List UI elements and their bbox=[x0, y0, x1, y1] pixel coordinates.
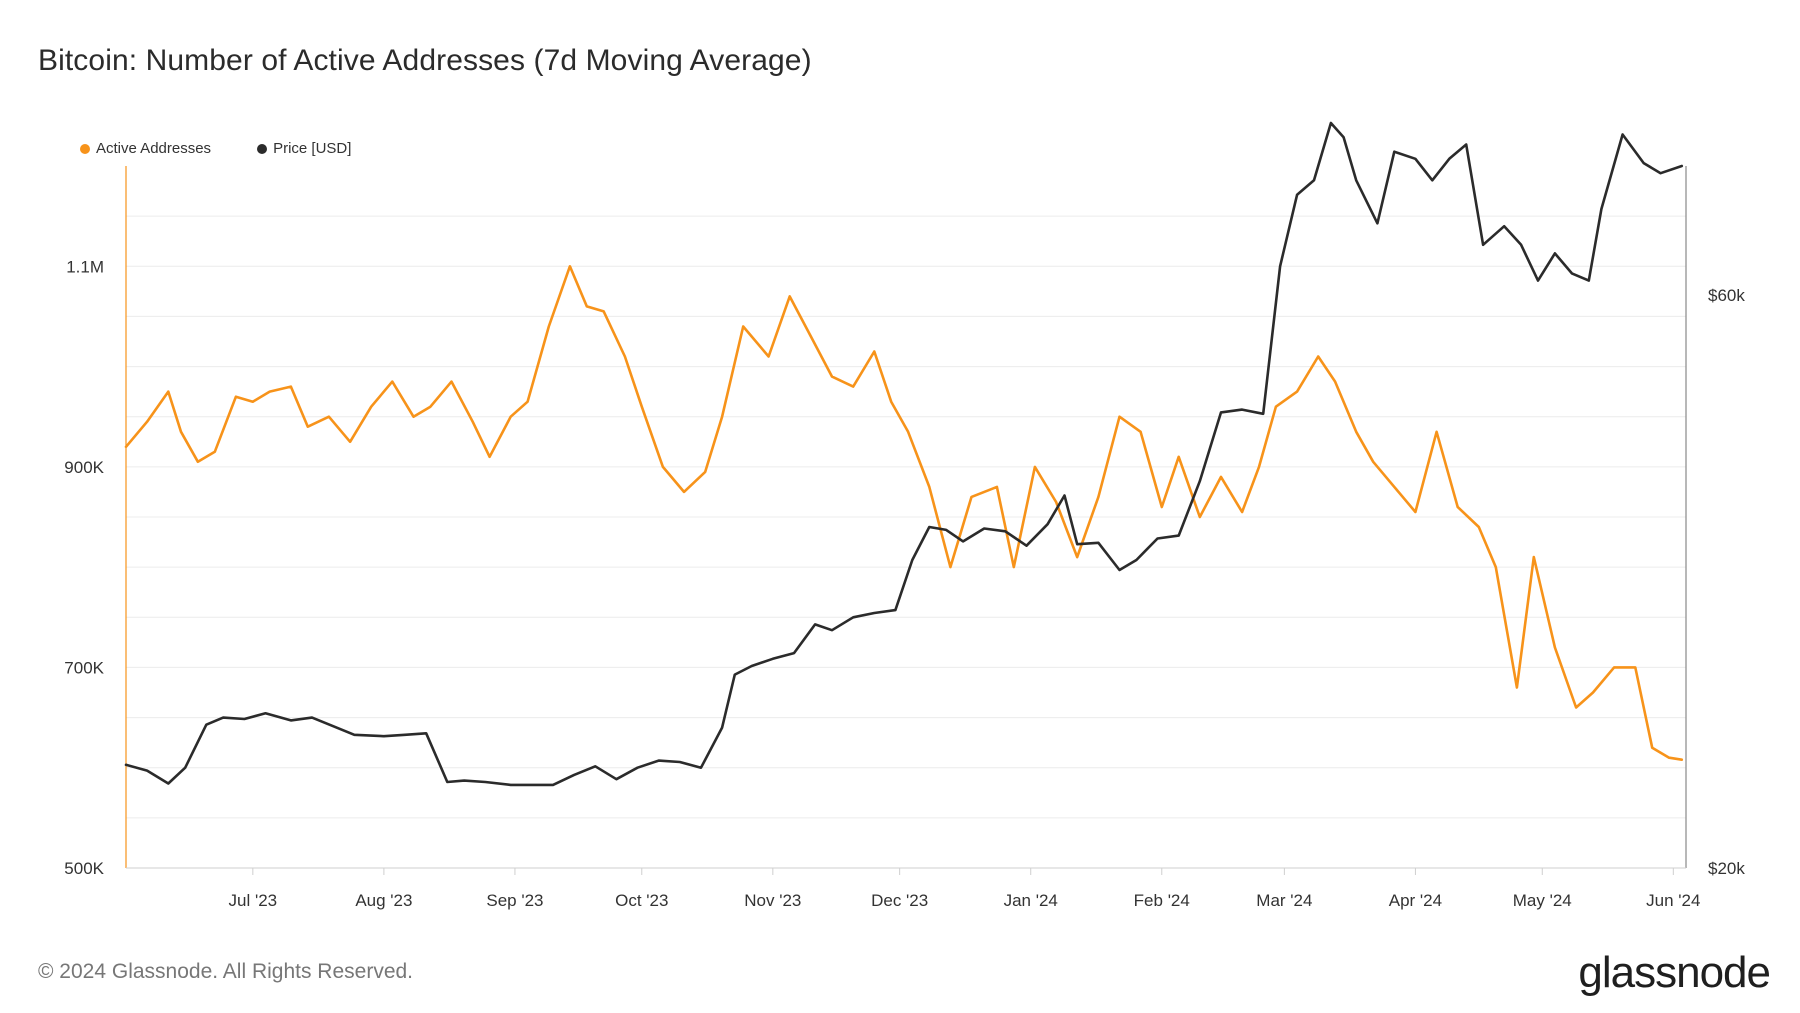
legend-item-active-addresses[interactable]: Active Addresses bbox=[80, 140, 211, 157]
x-tick-label: Sep '23 bbox=[486, 891, 543, 910]
x-tick-label: Dec '23 bbox=[871, 891, 928, 910]
legend-label-price: Price [USD] bbox=[273, 140, 352, 157]
x-tick-label: Oct '23 bbox=[615, 891, 668, 910]
chart-legend: Active Addresses Price [USD] bbox=[80, 140, 351, 157]
x-tick-label: Nov '23 bbox=[744, 891, 801, 910]
x-tick-label: Feb '24 bbox=[1134, 891, 1190, 910]
chart-title: Bitcoin: Number of Active Addresses (7d … bbox=[38, 44, 812, 77]
x-tick-label: Aug '23 bbox=[355, 891, 412, 910]
left-tick-label: 900K bbox=[64, 458, 104, 477]
series-line-active-addresses bbox=[124, 264, 1684, 762]
glassnode-logo: glassnode bbox=[1578, 948, 1771, 997]
x-tick-label: Mar '24 bbox=[1256, 891, 1312, 910]
x-tick-label: Jul '23 bbox=[229, 891, 278, 910]
left-tick-label: 1.1M bbox=[66, 257, 104, 276]
x-tick-label: Jan '24 bbox=[1004, 891, 1058, 910]
legend-dot-price bbox=[257, 143, 268, 154]
legend-label-active-addresses: Active Addresses bbox=[96, 140, 212, 157]
left-tick-label: 500K bbox=[64, 859, 104, 878]
x-tick-label: Jun '24 bbox=[1646, 891, 1700, 910]
legend-item-price[interactable]: Price [USD] bbox=[257, 140, 351, 157]
series-line-price bbox=[124, 121, 1684, 787]
legend-dot-active-addresses bbox=[80, 143, 90, 154]
left-tick-label: 700K bbox=[64, 658, 104, 677]
x-tick-label: May '24 bbox=[1513, 891, 1572, 910]
right-tick-label: $20k bbox=[1708, 859, 1745, 878]
copyright-footer: © 2024 Glassnode. All Rights Reserved. bbox=[38, 960, 414, 983]
x-tick-label: Apr '24 bbox=[1389, 891, 1442, 910]
right-tick-label: $60k bbox=[1708, 286, 1745, 305]
